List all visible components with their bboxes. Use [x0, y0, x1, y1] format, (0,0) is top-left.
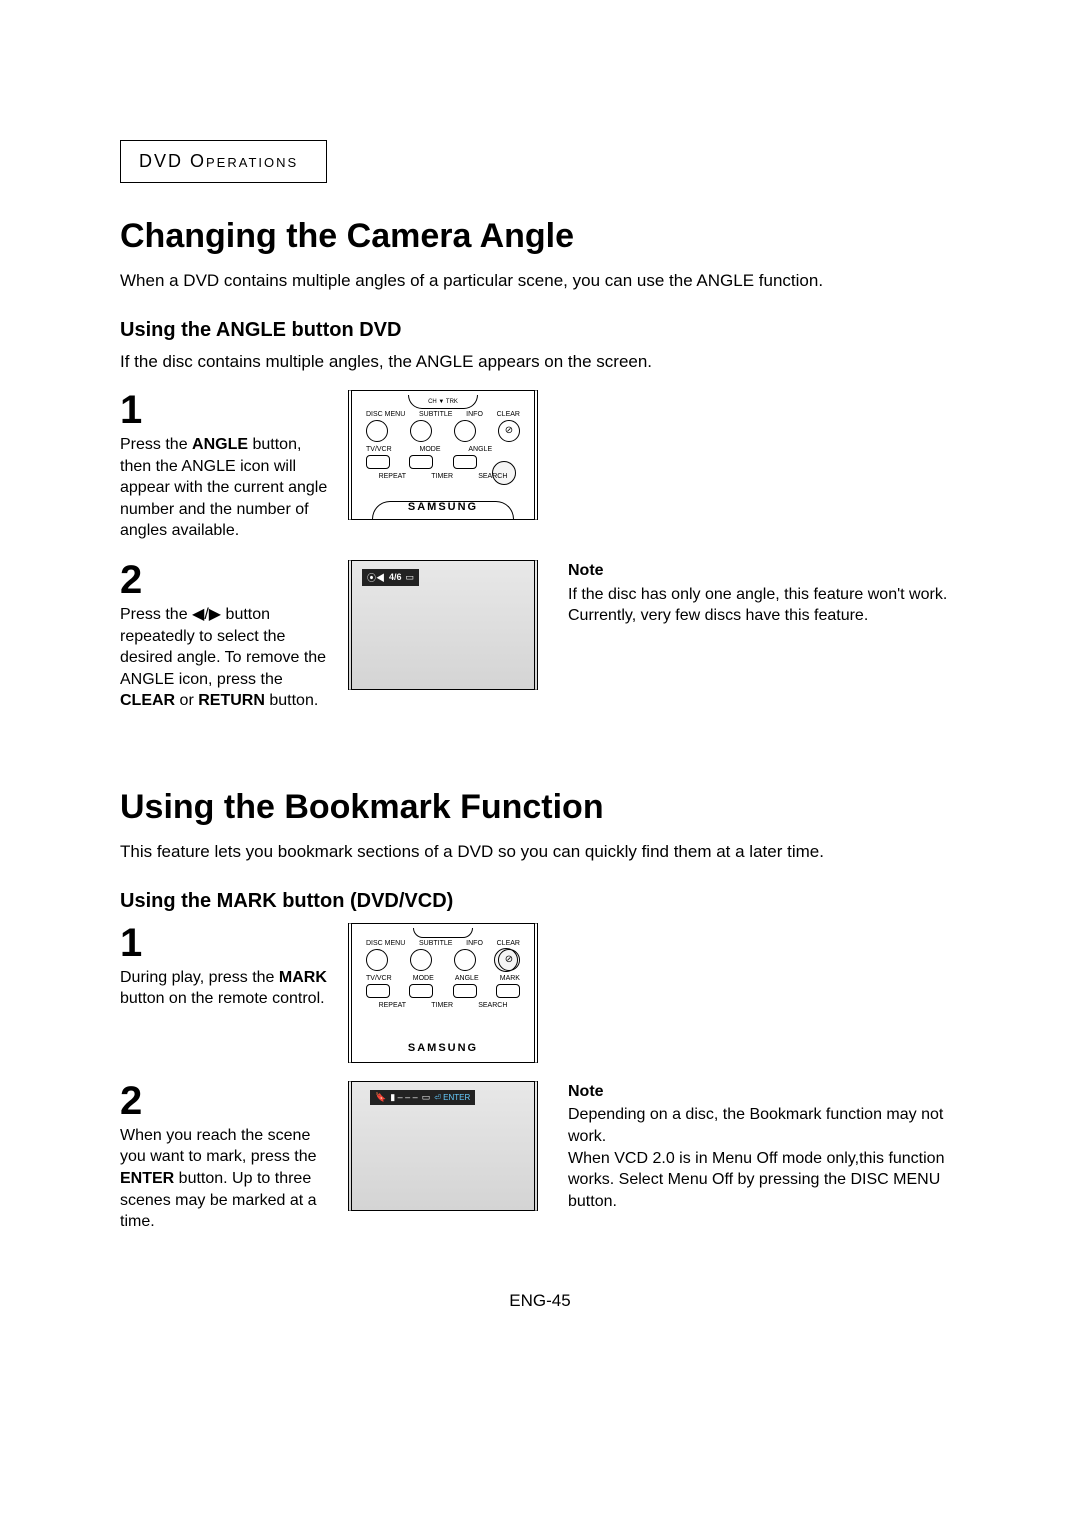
btn-label: TV/VCR [366, 446, 392, 453]
btn-label: DISC MENU [366, 940, 405, 947]
remote-button [454, 420, 476, 442]
text: Press the [120, 436, 192, 453]
remote-button [366, 420, 388, 442]
remote-illustration-angle: CH ▼ TRK DISC MENU SUBTITLE INFO CLEAR ⊘… [348, 390, 538, 520]
step-number: 2 [120, 560, 330, 600]
note-body-1: Depending on a disc, the Bookmark functi… [568, 1104, 958, 1147]
bold: ENTER [120, 1170, 174, 1187]
remote-top-label: CH ▼ TRK [408, 395, 478, 409]
note-body: If the disc has only one angle, this fea… [568, 584, 958, 627]
btn-label: INFO [466, 411, 483, 418]
osd-box: ▭ [422, 1092, 431, 1103]
remote-top-arc [413, 928, 473, 938]
remote-button [410, 420, 432, 442]
remote-button [366, 984, 390, 998]
angle-step-1: 1 Press the ANGLE button, then the ANGLE… [120, 390, 960, 542]
osd-bar: 🔖 ▮ – – – ▭ ⏎ ENTER [370, 1090, 475, 1105]
heading-bookmark: Using the Bookmark Function [120, 788, 960, 827]
osd-text: 4/6 [389, 572, 402, 582]
step-number: 1 [120, 390, 330, 430]
btn-label: CLEAR [497, 411, 520, 418]
btn-label: MODE [413, 975, 434, 982]
btn-label: DISC MENU [366, 411, 405, 418]
subheading-angle-button: Using the ANGLE button DVD [120, 319, 960, 342]
btn-label: SUBTITLE [419, 411, 452, 418]
remote-button [366, 949, 388, 971]
btn-label: TV/VCR [366, 975, 392, 982]
bold: RETURN [198, 692, 265, 709]
subheading-mark-button: Using the MARK button (DVD/VCD) [120, 890, 960, 913]
remote-illustration-mark: DISC MENU SUBTITLE INFO CLEAR ⊘ TV/VCR M… [348, 923, 538, 1063]
btn-label: ANGLE [468, 446, 492, 453]
remote-button [453, 984, 477, 998]
osd-marks: ▮ – – – [390, 1092, 417, 1103]
osd-enter: ⏎ ENTER [434, 1093, 470, 1102]
bold: CLEAR [120, 692, 175, 709]
intro-bookmark: This feature lets you bookmark sections … [120, 841, 960, 864]
osd-icon: 🔖 [375, 1092, 386, 1103]
bold: ANGLE [192, 436, 248, 453]
step-number: 1 [120, 923, 330, 963]
btn-label: SUBTITLE [419, 940, 452, 947]
remote-button [453, 455, 477, 469]
arrow-glyphs: ◀/▶ [192, 606, 221, 623]
note-body-2: When VCD 2.0 is in Menu Off mode only,th… [568, 1148, 958, 1213]
btn-label: REPEAT [379, 1002, 407, 1009]
note-title: Note [568, 560, 958, 582]
osd-bar: ⦿◀ 4/6 ▭ [362, 569, 419, 586]
screen-illustration-angle-osd: ⦿◀ 4/6 ▭ [348, 560, 538, 690]
btn-label: INFO [466, 940, 483, 947]
bold: MARK [279, 969, 327, 986]
remote-button [409, 984, 433, 998]
btn-label: TIMER [431, 473, 453, 480]
text: or [175, 692, 198, 709]
text: When you reach the scene you want to mar… [120, 1127, 317, 1166]
remote-button [410, 949, 432, 971]
btn-label: REPEAT [379, 473, 407, 480]
remote-clear-button: ⊘ [498, 420, 520, 442]
page-footer: ENG-45 [120, 1291, 960, 1311]
text: button on the remote control. [120, 990, 325, 1007]
btn-label: ANGLE [455, 975, 479, 982]
remote-button [366, 455, 390, 469]
remote-button [454, 949, 476, 971]
step-number: 2 [120, 1081, 330, 1121]
angle-highlight-circle [492, 461, 516, 485]
bookmark-step-2: 2 When you reach the scene you want to m… [120, 1081, 538, 1233]
mark-highlight-circle [494, 948, 518, 972]
osd-box: ▭ [406, 572, 415, 583]
subintro-angle: If the disc contains multiple angles, th… [120, 352, 960, 372]
brand-label: SAMSUNG [362, 501, 524, 513]
btn-label: MARK [500, 975, 520, 982]
btn-label: MODE [420, 446, 441, 453]
remote-button [409, 455, 433, 469]
note-title: Note [568, 1081, 958, 1103]
section-label-box: DVD Operations [120, 140, 327, 183]
btn-label: CLEAR [497, 940, 520, 947]
btn-label: SEARCH [478, 1002, 507, 1009]
text: During play, press the [120, 969, 279, 986]
osd-icon: ⦿◀ [367, 571, 385, 584]
screen-illustration-bookmark-osd: 🔖 ▮ – – – ▭ ⏎ ENTER [348, 1081, 538, 1211]
text: Press the [120, 606, 192, 623]
btn-label: TIMER [431, 1002, 453, 1009]
note-angle: Note If the disc has only one angle, thi… [568, 560, 958, 627]
remote-button [496, 984, 520, 998]
heading-camera-angle: Changing the Camera Angle [120, 217, 960, 256]
intro-camera-angle: When a DVD contains multiple angles of a… [120, 270, 960, 293]
section-label: DVD Operations [139, 151, 298, 171]
brand-label: SAMSUNG [362, 1042, 524, 1054]
text: button. [265, 692, 318, 709]
angle-step-2: 2 Press the ◀/▶ button repeatedly to sel… [120, 560, 538, 712]
bookmark-step-1: 1 During play, press the MARK button on … [120, 923, 960, 1063]
note-bookmark: Note Depending on a disc, the Bookmark f… [568, 1081, 958, 1213]
